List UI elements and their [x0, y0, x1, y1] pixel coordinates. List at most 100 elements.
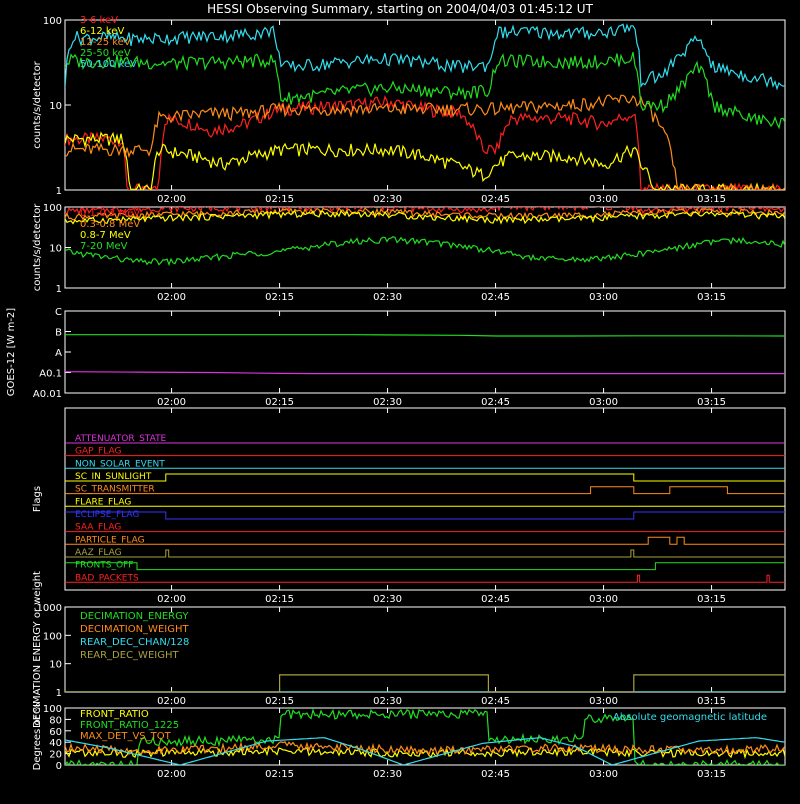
x-tick-label: 02:00: [157, 194, 186, 205]
y-tick-label: A: [55, 348, 62, 359]
series-line: [65, 131, 785, 190]
flag-line: [65, 473, 785, 482]
legend-label: NON_SOLAR_EVENT: [75, 459, 165, 469]
y-tick-label: 10: [49, 660, 62, 671]
legend-label: SC_TRANSMITTER: [75, 485, 155, 495]
x-tick-label: 03:00: [589, 769, 618, 780]
flag-line: [65, 486, 785, 495]
x-tick-label: 02:15: [265, 194, 294, 205]
series-line: [65, 94, 785, 190]
x-tick-label: 03:15: [697, 194, 726, 205]
series-line: [65, 334, 785, 337]
series-line: [65, 52, 785, 130]
x-tick-label: 03:00: [589, 397, 618, 408]
panel-low_energy_rates: 02:00 02:15 02:30 02:45 03:00 03:15 counts/s/d…: [32, 15, 786, 205]
y-axis-label: counts/s/detector: [32, 203, 43, 291]
legend-label: FRONT_RATIO: [80, 709, 149, 720]
legend-label: 7-20 MeV: [80, 241, 128, 252]
series-line: [65, 737, 785, 765]
legend-label: 50-100 keV: [80, 59, 137, 70]
x-tick-label: 02:30: [373, 292, 402, 303]
y-tick-label: 100: [43, 631, 62, 642]
y-tick-label: 100: [43, 203, 62, 214]
y-tick-label: 80: [49, 715, 62, 726]
plot-area: [65, 442, 785, 583]
legend-label: PARTICLE_FLAG: [75, 535, 145, 545]
x-tick-label: 03:15: [697, 292, 726, 303]
x-tick-label: 02:30: [373, 769, 402, 780]
legend-label: MAX_DET_VS_TOT: [80, 731, 172, 742]
x-tick-label: 02:30: [373, 696, 402, 707]
series-line: [65, 371, 785, 375]
y-tick-label: 1: [56, 688, 62, 699]
flag-line: [65, 511, 785, 520]
y-tick-label: B: [55, 328, 62, 339]
y-tick-label: 0: [56, 761, 62, 772]
flag-line: [65, 562, 785, 571]
plot-area: [65, 674, 785, 692]
plot-area: [65, 23, 785, 190]
x-tick-label: 03:15: [697, 696, 726, 707]
y-tick-label: 10: [49, 101, 62, 112]
x-tick-label: 03:00: [589, 594, 618, 605]
y-axis-label: GOES-12 [W m-2]: [6, 308, 17, 396]
panel-flags: 02:00 02:15 02:30 02:45 03:00 03:15 Flags ATTEN…: [32, 407, 786, 605]
x-tick-label: 02:00: [157, 769, 186, 780]
legend-label: SAA_FLAG: [75, 523, 121, 533]
chart-title: HESSI Observing Summary, starting on 200…: [207, 2, 593, 16]
legend-label: FLARE_FLAG: [75, 497, 131, 507]
series-line: [65, 210, 785, 225]
x-tick-label: 02:00: [157, 292, 186, 303]
legend-label: ECLIPSE_FLAG: [75, 510, 139, 520]
y-axis-label: counts/s/detector: [32, 60, 43, 148]
x-tick-label: 02:45: [481, 594, 510, 605]
legend-label: DECIMATION_WEIGHT: [80, 624, 189, 635]
plot-area: [65, 334, 785, 375]
x-tick-label: 03:00: [589, 696, 618, 707]
x-tick-label: 02:15: [265, 397, 294, 408]
x-tick-label: 02:30: [373, 594, 402, 605]
series-line: [65, 741, 785, 756]
x-tick-label: 03:15: [697, 769, 726, 780]
y-tick-label: 10: [49, 244, 62, 255]
panel-high_energy_rates: 02:00 02:15 02:30 02:45 03:00 03:15 counts/s/d…: [32, 203, 786, 303]
legend-label: 25-50 keV: [80, 48, 131, 59]
series-line: [65, 95, 785, 190]
x-tick-label: 02:30: [373, 397, 402, 408]
flag-line: [65, 549, 785, 558]
x-tick-label: 03:15: [697, 397, 726, 408]
y-tick-label: 1000: [37, 603, 62, 614]
panel-frame: [64, 707, 786, 766]
y-tick-label: A0.1: [39, 369, 62, 380]
y-tick-label: 100: [43, 704, 62, 715]
panel-ratios: 02:00 02:15 02:30 02:45 03:00 03:15 Degrees or…: [32, 703, 786, 780]
legend-label: REAR_DEC_WEIGHT: [80, 650, 179, 661]
flag-line: [65, 536, 785, 545]
series-line: [65, 207, 785, 216]
legend-label: 12-25 keV: [80, 37, 131, 48]
x-tick-label: 02:45: [481, 194, 510, 205]
y-tick-label: 20: [49, 750, 62, 761]
x-tick-label: 02:00: [157, 594, 186, 605]
y-tick-label: 100: [43, 16, 62, 27]
series-line: [65, 674, 785, 692]
x-tick-label: 02:30: [373, 194, 402, 205]
panel-frame: [64, 407, 786, 591]
legend-label: 3-6 keV: [80, 15, 118, 26]
series-line: [65, 23, 785, 91]
x-tick-label: 02:15: [265, 696, 294, 707]
x-tick-label: 02:15: [265, 769, 294, 780]
x-tick-label: 02:45: [481, 292, 510, 303]
legend-label: 0.8-7 MeV: [80, 230, 131, 241]
legend-label: SC_IN_SUNLIGHT: [75, 472, 152, 482]
y-tick-label: 1: [56, 186, 62, 197]
x-tick-label: 03:00: [589, 194, 618, 205]
plot-area: [65, 708, 785, 765]
legend-label: 0.1-0.3 MeV: [80, 208, 140, 219]
legend-label: FRONTS_OFF: [75, 561, 133, 571]
legend-label: FRONT_RATIO_1225: [80, 720, 179, 731]
annotation-label: Absolute geomagnetic latitude: [613, 712, 767, 723]
x-tick-label: 02:00: [157, 696, 186, 707]
y-axis-label: Flags: [32, 486, 43, 512]
